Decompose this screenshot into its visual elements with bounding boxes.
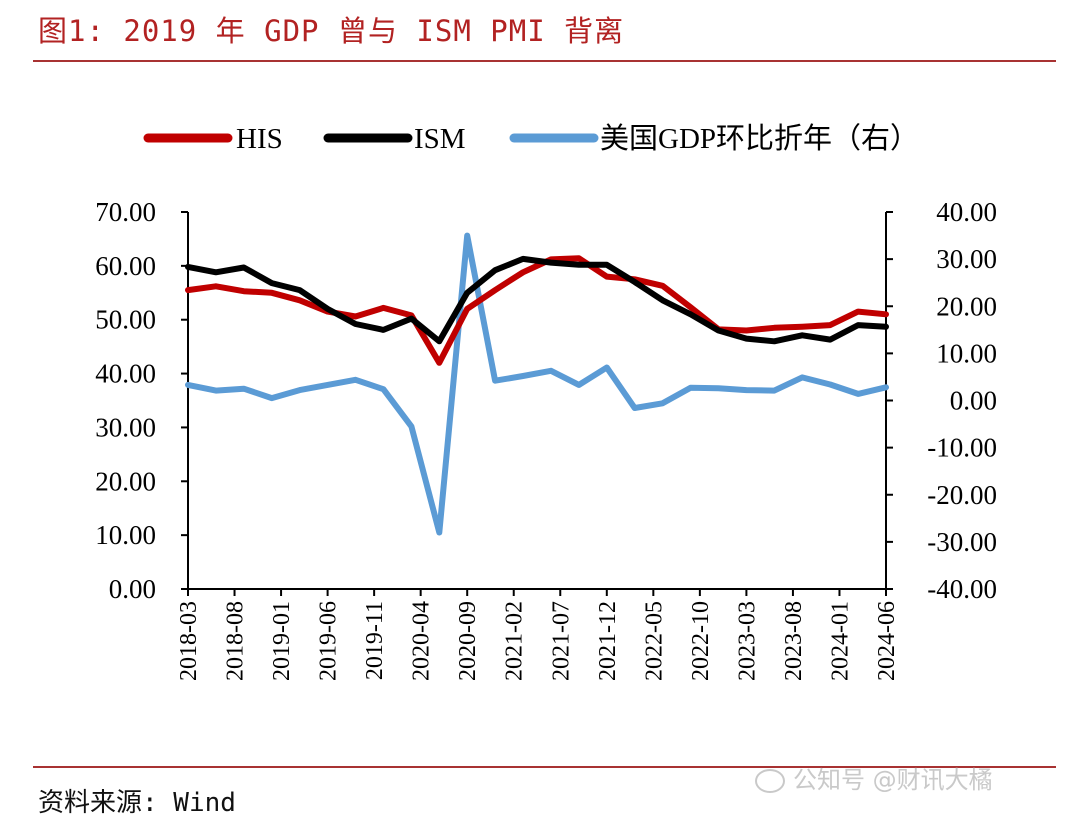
y-right-tick-label: 10.00 bbox=[936, 338, 997, 368]
watermark-text: 公知号 @财讯大橘 bbox=[793, 766, 993, 794]
y-right-tick-label: -20.00 bbox=[927, 480, 997, 510]
y-right-tick-label: 40.00 bbox=[936, 197, 997, 227]
x-tick-label: 2024-01 bbox=[827, 601, 853, 681]
top-rule bbox=[33, 60, 1056, 62]
figure-title: 图1: 2019 年 GDP 曾与 ISM PMI 背离 bbox=[38, 14, 625, 48]
x-tick-label: 2024-06 bbox=[874, 601, 900, 681]
x-tick-label: 2023-08 bbox=[781, 601, 807, 681]
y-left-tick-label: 30.00 bbox=[95, 412, 156, 442]
y-left-tick-label: 0.00 bbox=[109, 574, 156, 604]
x-tick-label: 2022-05 bbox=[641, 601, 667, 681]
series-line-gdp bbox=[185, 232, 889, 536]
x-tick-label: 2020-04 bbox=[409, 601, 435, 681]
legend-label-gdp: 美国GDP环比折年（右） bbox=[600, 122, 919, 155]
wechat-icon bbox=[755, 769, 785, 793]
x-tick-label: 2019-11 bbox=[362, 601, 388, 680]
y-left-tick-label: 50.00 bbox=[95, 305, 156, 335]
x-tick-label: 2019-01 bbox=[269, 601, 295, 681]
source-note: 资料来源: Wind bbox=[38, 788, 236, 818]
bottom-rule bbox=[33, 766, 1056, 768]
y-right-tick-label: -10.00 bbox=[927, 433, 997, 463]
y-right-tick-label: -40.00 bbox=[927, 574, 997, 604]
x-tick-label: 2021-02 bbox=[502, 601, 528, 681]
x-tick-label: 2021-07 bbox=[548, 601, 574, 681]
legend-label-his: HIS bbox=[236, 123, 283, 155]
y-left-tick-label: 70.00 bbox=[95, 197, 156, 227]
x-tick-label: 2020-09 bbox=[455, 601, 481, 681]
y-left-tick-label: 10.00 bbox=[95, 520, 156, 550]
chart-axes: 70.00 60.00 50.00 40.00 30.00 20.00 10.00 0.00 4… bbox=[95, 197, 997, 681]
series-line-ism bbox=[185, 255, 889, 345]
y-right-tick-label: -30.00 bbox=[927, 527, 997, 557]
x-tick-label: 2023-03 bbox=[734, 601, 760, 681]
y-left-tick-label: 40.00 bbox=[95, 359, 156, 389]
x-tick-label: 2018-08 bbox=[223, 601, 249, 681]
x-tick-label: 2019-06 bbox=[316, 601, 342, 681]
x-tick-label: 2022-10 bbox=[688, 601, 714, 681]
y-right-tick-label: 20.00 bbox=[936, 291, 997, 321]
y-left-tick-label: 20.00 bbox=[95, 466, 156, 496]
legend-label-ism: ISM bbox=[414, 123, 466, 155]
watermark: 公知号 @财讯大橘 bbox=[755, 760, 993, 795]
series-line-his bbox=[185, 255, 889, 366]
chart-legend: HIS ISM 美国GDP环比折年（右） bbox=[143, 122, 919, 155]
y-left-tick-label: 60.00 bbox=[95, 251, 156, 281]
y-right-tick-label: 0.00 bbox=[950, 386, 997, 416]
x-tick-label: 2021-12 bbox=[595, 601, 621, 681]
chart-lines bbox=[185, 232, 889, 536]
y-right-tick-label: 30.00 bbox=[936, 244, 997, 274]
x-tick-label: 2018-03 bbox=[176, 601, 202, 681]
